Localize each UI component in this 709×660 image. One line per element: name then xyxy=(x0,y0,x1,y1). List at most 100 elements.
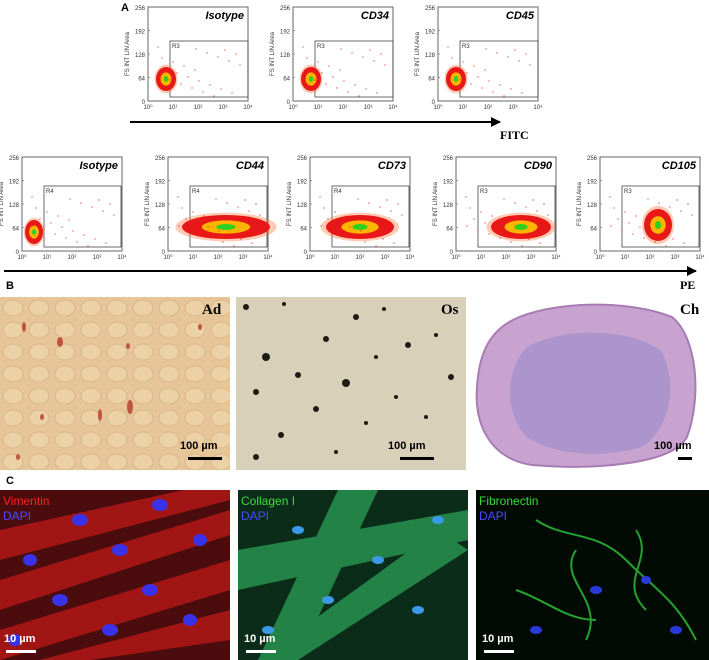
scale-bar-os xyxy=(400,457,434,460)
x-tick-label: 10¹ xyxy=(169,105,178,111)
gate-box xyxy=(331,185,410,248)
stain-line-dapi: DAPI xyxy=(3,509,32,523)
y-tick-label: 192 xyxy=(135,30,146,36)
stain-label-os: Os xyxy=(441,302,459,318)
marker-label: CD45 xyxy=(506,10,535,22)
x-tick-label: 10³ xyxy=(509,105,518,111)
y-tick-label: 0 xyxy=(162,250,166,256)
y-tick-label: 128 xyxy=(280,53,291,59)
y-tick-label: 256 xyxy=(443,156,454,162)
adipogenic-photo: Ad 100 µm xyxy=(0,297,230,470)
marker-label: Isotype xyxy=(79,160,118,172)
x-tick-label: 10² xyxy=(194,105,203,111)
scale-bar-collagen xyxy=(246,650,276,653)
x-tick-label: 10³ xyxy=(527,255,536,261)
panel-letter-b: B xyxy=(6,280,14,292)
osteogenic-photo: Os 100 µm xyxy=(236,297,466,470)
x-tick-label: 10³ xyxy=(219,105,228,111)
x-tick-label: 10¹ xyxy=(331,255,340,261)
y-tick-label: 256 xyxy=(135,6,146,12)
y-tick-label: 192 xyxy=(9,180,20,186)
x-tick-label: 10¹ xyxy=(43,255,52,261)
pe-axis-title: PE xyxy=(680,278,696,292)
fitc-axis-arrow xyxy=(130,117,501,127)
stain-line-collagen: Collagen I xyxy=(241,494,296,508)
stain-line-dapi: DAPI xyxy=(241,509,270,523)
scale-text-ch: 100 µm xyxy=(654,440,692,452)
stain-line-vimentin: Vimentin xyxy=(3,494,50,508)
y-tick-label: 64 xyxy=(158,227,165,233)
marker-label: CD105 xyxy=(662,160,697,172)
y-tick-label: 256 xyxy=(425,6,436,12)
y-tick-label: 0 xyxy=(304,250,308,256)
x-tick-label: 10³ xyxy=(93,255,102,261)
fibronectin-stain-labels: Fibronectin DAPI xyxy=(479,494,538,524)
scale-bar-fibronectin xyxy=(484,650,514,653)
scale-text-os: 100 µm xyxy=(388,440,426,452)
fibronectin-image xyxy=(515,519,697,641)
collagen-stain-labels: Collagen I DAPI xyxy=(241,494,295,524)
vimentin-stain-labels: Vimentin DAPI xyxy=(3,494,49,524)
y-axis-label: FS INT LIN Area xyxy=(125,31,131,76)
chondrogenic-image xyxy=(475,303,697,468)
gate-box xyxy=(43,185,122,248)
x-tick-label: 10² xyxy=(68,255,77,261)
y-tick-label: 0 xyxy=(16,250,20,256)
x-tick-label: 10³ xyxy=(381,255,390,261)
gate-label: R3 xyxy=(462,44,470,50)
collagen-photo: Collagen I DAPI 10 µm xyxy=(238,490,468,660)
x-tick-label: 10² xyxy=(646,255,655,261)
scale-text-fibronectin: 10 µm xyxy=(482,633,514,645)
chondrogenic-photo: Ch 100 µm xyxy=(472,297,709,470)
x-tick-label: 10² xyxy=(484,105,493,111)
scale-bar-ad xyxy=(188,457,222,460)
scale-text-ad: 100 µm xyxy=(180,440,218,452)
y-tick-label: 0 xyxy=(287,100,291,106)
x-tick-label: 10² xyxy=(339,105,348,111)
y-tick-label: 0 xyxy=(142,100,146,106)
y-tick-label: 128 xyxy=(155,203,166,209)
y-axis-label: FS INT LIN Area xyxy=(0,181,5,226)
x-tick-label: 10⁰ xyxy=(595,254,605,261)
y-tick-label: 128 xyxy=(9,203,20,209)
pe-axis-arrow xyxy=(4,266,697,276)
y-tick-label: 0 xyxy=(432,100,436,106)
y-axis-label: FS INT LIN Area xyxy=(577,181,583,226)
gate-label: R3 xyxy=(317,44,325,50)
x-tick-label: 10⁴ xyxy=(388,104,398,111)
y-axis-label: FS INT LIN Area xyxy=(287,181,293,226)
y-tick-label: 192 xyxy=(443,180,454,186)
y-tick-label: 0 xyxy=(594,250,598,256)
y-tick-label: 256 xyxy=(587,156,598,162)
y-tick-label: 192 xyxy=(425,30,436,36)
x-tick-label: 10¹ xyxy=(621,255,630,261)
gate-box xyxy=(477,185,556,248)
scale-bar-ch xyxy=(678,457,692,460)
x-tick-label: 10⁰ xyxy=(17,254,27,261)
panel-letter-a: A xyxy=(121,2,129,14)
x-tick-label: 10⁴ xyxy=(405,254,415,261)
x-tick-label: 10³ xyxy=(239,255,248,261)
gate-box xyxy=(189,185,268,248)
x-tick-label: 10⁴ xyxy=(695,254,705,261)
scale-bar-vimentin xyxy=(6,650,36,653)
x-tick-label: 10⁴ xyxy=(533,104,543,111)
y-tick-label: 64 xyxy=(428,77,435,83)
x-tick-label: 10² xyxy=(356,255,365,261)
x-tick-label: 10⁴ xyxy=(263,254,273,261)
y-tick-label: 256 xyxy=(280,6,291,12)
y-tick-label: 64 xyxy=(590,227,597,233)
x-tick-label: 10³ xyxy=(671,255,680,261)
stain-label-ad: Ad xyxy=(202,302,222,318)
y-tick-label: 128 xyxy=(297,203,308,209)
adipogenic-image xyxy=(0,297,230,470)
stain-line-dapi: DAPI xyxy=(479,509,508,523)
gate-label: R3 xyxy=(172,44,180,50)
y-tick-label: 192 xyxy=(587,180,598,186)
